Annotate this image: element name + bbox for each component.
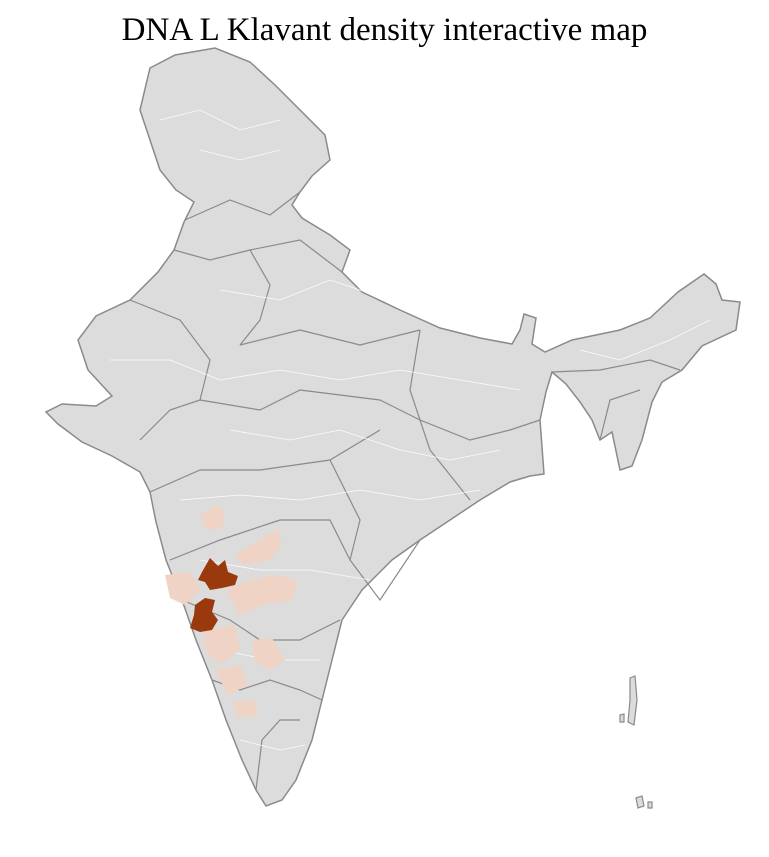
district-high-2[interactable] [190, 598, 218, 632]
andaman-nicobar-islands [619, 675, 653, 809]
district-low-5[interactable] [205, 625, 240, 665]
district-high-1[interactable] [198, 558, 238, 590]
map-title: DNA L Klavant density interactive map [121, 12, 648, 48]
state-borders [129, 191, 681, 791]
district-low-6[interactable] [252, 638, 285, 670]
district-low-1[interactable] [200, 505, 225, 530]
district-borders [110, 109, 711, 751]
district-low-2[interactable] [235, 528, 282, 565]
density-districts [165, 505, 298, 718]
district-low-8[interactable] [232, 700, 258, 718]
district-low-3[interactable] [165, 572, 200, 605]
india-outline[interactable] [44, 47, 741, 807]
district-low-4[interactable] [225, 575, 298, 615]
district-low-7[interactable] [215, 665, 248, 695]
